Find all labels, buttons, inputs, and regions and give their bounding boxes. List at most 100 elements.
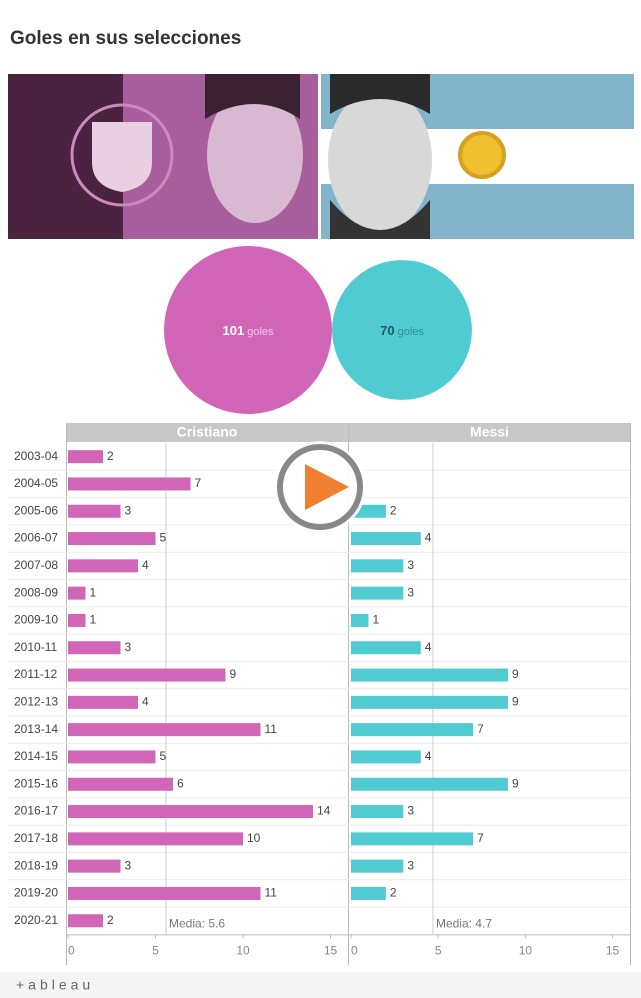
value-label: 5	[160, 531, 167, 545]
bar	[351, 695, 508, 709]
category-label: 2018-19	[14, 858, 58, 872]
value-label: 4	[142, 695, 149, 709]
value-label: 9	[230, 667, 237, 681]
value-label: 10	[247, 831, 261, 845]
portrait-messi	[321, 74, 634, 239]
category-label: 2020-21	[14, 913, 58, 927]
bar	[68, 750, 156, 764]
value-label: 3	[407, 804, 414, 818]
bar	[68, 668, 226, 682]
x-tick-label: 5	[152, 944, 159, 958]
value-label: 3	[407, 858, 414, 872]
value-label: 2	[390, 503, 397, 517]
category-label: 2013-14	[14, 722, 58, 736]
value-label: 3	[125, 503, 132, 517]
panel-header: Messi	[470, 424, 509, 440]
value-label: 7	[195, 476, 202, 490]
category-label: 2010-11	[14, 640, 57, 654]
reference-label: Media: 5.6	[169, 917, 225, 931]
bar	[351, 668, 508, 682]
x-tick-label: 10	[236, 944, 250, 958]
bar	[351, 832, 474, 846]
bar	[351, 532, 421, 546]
category-label: 2008-09	[14, 585, 58, 599]
bar	[68, 914, 103, 928]
value-label: 2	[107, 449, 114, 463]
bar	[68, 886, 261, 900]
value-label: 2	[107, 913, 114, 927]
bar	[351, 805, 404, 819]
category-label: 2003-04	[14, 449, 58, 463]
total-unit: goles	[247, 326, 274, 338]
x-tick-label: 15	[324, 944, 338, 958]
value-label: 6	[177, 776, 184, 790]
bar	[351, 859, 404, 873]
bar	[351, 559, 404, 573]
bar	[68, 559, 138, 573]
reference-label: Media: 4.7	[436, 917, 492, 931]
bar	[351, 886, 386, 900]
value-label: 1	[90, 585, 97, 599]
bar	[68, 695, 138, 709]
bar	[68, 504, 121, 518]
panel-header: Cristiano	[177, 424, 238, 440]
value-label: 7	[477, 722, 484, 736]
title: Goles en sus selecciones	[10, 28, 241, 49]
category-label: 2007-08	[14, 558, 58, 572]
category-label: 2005-06	[14, 503, 58, 517]
total-label: 70 goles	[380, 323, 424, 338]
total-unit: goles	[398, 326, 425, 338]
bar	[351, 641, 421, 655]
value-label: 7	[477, 831, 484, 845]
bar	[68, 477, 191, 491]
bar	[68, 641, 121, 655]
category-label: 2015-16	[14, 776, 58, 790]
x-tick-label: 10	[519, 944, 533, 958]
total-value: 70	[380, 323, 394, 338]
bar	[68, 613, 86, 627]
value-label: 5	[160, 749, 167, 763]
value-label: 4	[142, 558, 149, 572]
category-label: 2012-13	[14, 695, 58, 709]
category-label: 2016-17	[14, 804, 58, 818]
category-label: 2019-20	[14, 886, 58, 900]
tableau-logo[interactable]: +ableau	[16, 977, 94, 993]
value-label: 3	[407, 585, 414, 599]
bar	[351, 750, 421, 764]
portrait-cristiano	[8, 74, 318, 239]
value-label: 11	[265, 722, 278, 736]
value-label: 4	[425, 640, 432, 654]
x-tick-label: 0	[351, 944, 358, 958]
total-value: 101	[223, 323, 245, 338]
bar	[351, 777, 508, 791]
value-label: 4	[425, 749, 432, 763]
value-label: 1	[90, 613, 97, 627]
value-label: 3	[125, 858, 132, 872]
totals: 101 goles 70 goles	[164, 246, 472, 414]
category-label: 2011-12	[14, 667, 57, 681]
bar	[351, 723, 474, 737]
value-label: 2	[390, 886, 397, 900]
category-label: 2017-18	[14, 831, 58, 845]
total-bubble	[164, 246, 332, 414]
value-label: 9	[512, 695, 519, 709]
value-label: 3	[407, 558, 414, 572]
bar	[68, 859, 121, 873]
x-tick-label: 15	[606, 944, 620, 958]
category-label: 2009-10	[14, 613, 58, 627]
value-label: 4	[425, 531, 432, 545]
bar	[68, 532, 156, 546]
total-bubble	[332, 260, 472, 400]
value-label: 14	[317, 804, 331, 818]
bar	[68, 777, 173, 791]
x-tick-label: 0	[68, 944, 75, 958]
value-label: 9	[512, 667, 519, 681]
value-label: 9	[512, 776, 519, 790]
x-tick-label: 5	[435, 944, 442, 958]
value-label: 3	[125, 640, 132, 654]
play-button[interactable]	[274, 441, 366, 533]
value-label: 11	[265, 886, 278, 900]
category-label: 2004-05	[14, 476, 58, 490]
